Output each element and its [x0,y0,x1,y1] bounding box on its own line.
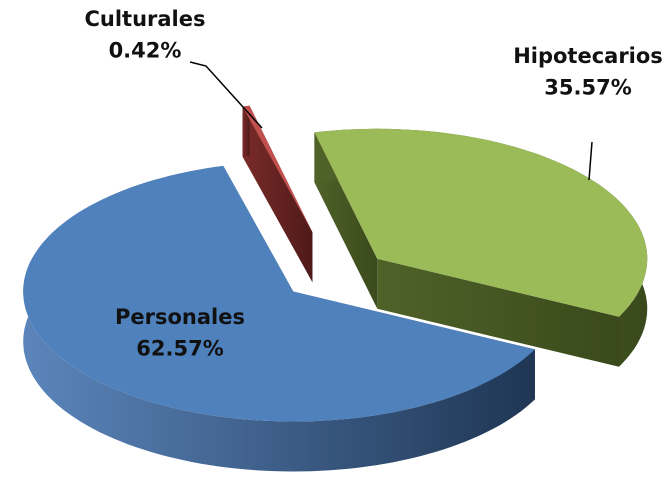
leader-line [588,141,593,181]
category-label: Hipotecarios [513,44,663,68]
slice-top [242,105,313,233]
leader-line [189,61,263,129]
slice-top [314,128,648,317]
slice-side [242,105,250,157]
slice-wall [377,258,619,367]
slice [23,165,535,472]
value-label: 0.42% [109,39,182,63]
slice-top [23,165,535,422]
value-label: 35.57% [544,76,631,100]
labels: Personales 62.57% Hipotecarios 35.57% Cultur… [84,7,662,361]
value-label: 62.57% [136,337,223,361]
pie [23,105,648,472]
category-label: Culturales [84,7,205,31]
slice [314,128,648,367]
slice-wall [242,106,313,283]
slice [242,105,313,283]
category-label: Personales [115,305,245,329]
